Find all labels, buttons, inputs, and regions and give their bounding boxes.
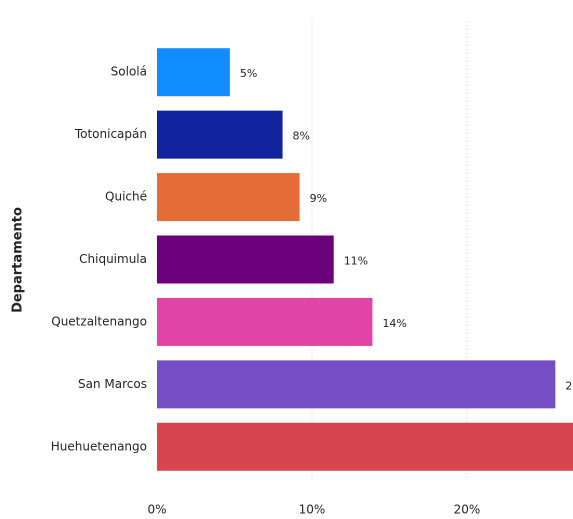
value-label: 26% bbox=[565, 379, 573, 392]
bar bbox=[157, 48, 230, 97]
x-tick-label: 10% bbox=[299, 503, 326, 517]
x-tick-label: 0% bbox=[147, 503, 166, 517]
y-tick-label: Quiché bbox=[105, 190, 147, 204]
bar bbox=[157, 173, 300, 222]
value-label: 11% bbox=[344, 255, 368, 268]
y-tick-label: Huehuetenango bbox=[51, 439, 147, 453]
bar bbox=[157, 110, 283, 159]
bar bbox=[157, 297, 373, 346]
y-tick-label: Totonicapán bbox=[74, 127, 147, 141]
value-label: 14% bbox=[382, 317, 406, 330]
y-tick-label: San Marcos bbox=[78, 377, 147, 391]
y-tick-label: Quetzaltenango bbox=[51, 314, 147, 328]
y-tick-label: Chiquimula bbox=[79, 252, 147, 266]
x-tick-label: 20% bbox=[454, 503, 481, 517]
y-tick-label: Sololá bbox=[111, 65, 147, 79]
y-axis-title: Departamento bbox=[11, 207, 26, 313]
bar bbox=[157, 235, 334, 284]
value-label: 8% bbox=[293, 130, 310, 143]
bar bbox=[157, 422, 573, 471]
value-label: 9% bbox=[310, 192, 327, 205]
value-label: 5% bbox=[240, 67, 257, 80]
bar bbox=[157, 360, 556, 409]
